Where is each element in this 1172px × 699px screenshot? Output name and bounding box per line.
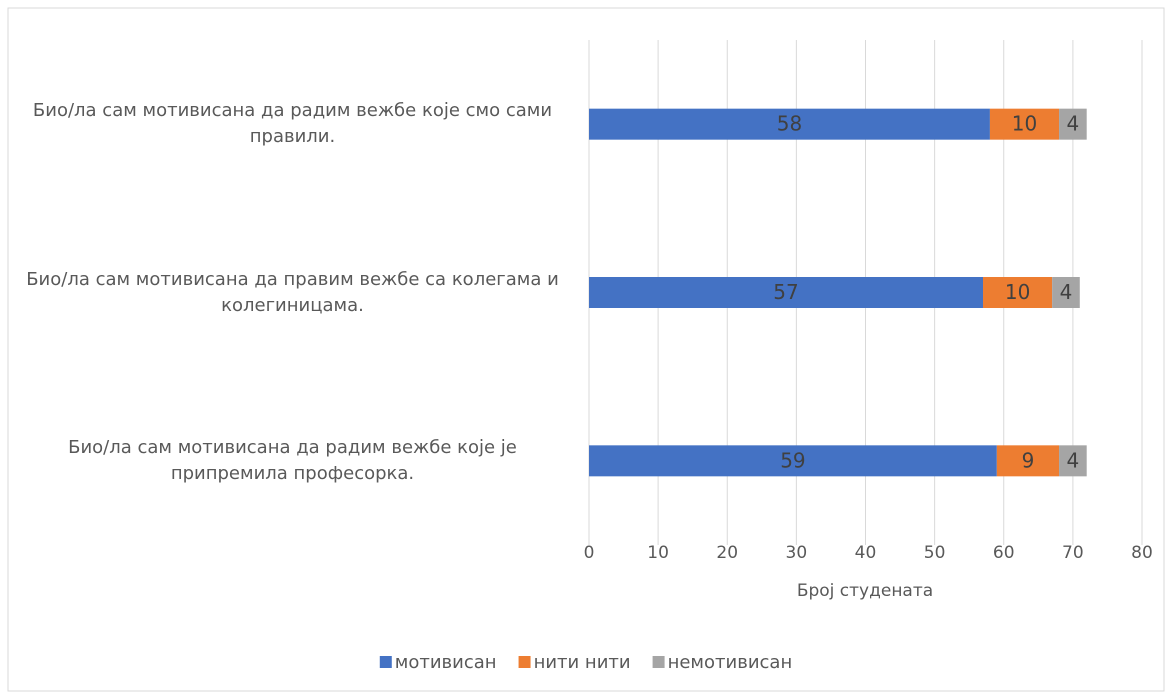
data-label: 4 bbox=[1060, 280, 1073, 304]
bar-segment bbox=[1059, 445, 1087, 477]
category-label-box: Био/ла сам мотивисана да радим вежбе кој… bbox=[68, 436, 517, 484]
legend-label: мотивисан bbox=[395, 652, 497, 673]
bar-segment bbox=[989, 108, 1060, 140]
legend-swatch bbox=[518, 656, 531, 668]
data-label: 10 bbox=[1012, 112, 1037, 136]
bar-segment bbox=[1059, 108, 1087, 140]
category-label-box: Био/ла сам мотивисана да радим вежбе кој… bbox=[32, 100, 553, 148]
x-tick-label: 0 bbox=[584, 543, 595, 563]
x-tick-label: 70 bbox=[1062, 543, 1084, 563]
legend-label: нити нити bbox=[534, 652, 631, 673]
x-tick-label: 60 bbox=[993, 543, 1015, 563]
bar-segment bbox=[1052, 277, 1080, 308]
bar-segment bbox=[996, 445, 1060, 477]
bar-segment bbox=[589, 108, 990, 140]
x-tick-label: 40 bbox=[855, 543, 877, 563]
x-tick-label: 10 bbox=[647, 543, 669, 563]
bar-segment bbox=[983, 277, 1053, 308]
y-tick-label: Био/ла сам мотивисана да радим вежбе кој… bbox=[68, 436, 517, 484]
bar-segment bbox=[589, 445, 997, 477]
y-tick-label: Био/ла сам мотивисана да радим вежбе кој… bbox=[32, 100, 553, 148]
data-label: 4 bbox=[1067, 112, 1080, 136]
x-tick-label: 80 bbox=[1131, 543, 1153, 563]
data-label: 9 bbox=[1022, 448, 1035, 472]
x-tick-label: 30 bbox=[786, 543, 808, 563]
category-label-box: Био/ла сам мотивисана да правим вежбе са… bbox=[26, 268, 559, 316]
data-label: 57 bbox=[773, 280, 798, 304]
data-label: 58 bbox=[777, 112, 802, 136]
y-tick-label: Био/ла сам мотивисана да правим вежбе са… bbox=[26, 268, 559, 316]
x-tick-label: 50 bbox=[924, 543, 946, 563]
legend-swatch bbox=[379, 656, 392, 668]
bar-segment bbox=[589, 277, 984, 308]
legend: мотивисан нити нити немотивисан bbox=[379, 652, 793, 673]
data-label: 10 bbox=[1005, 280, 1030, 304]
x-tick-label: 20 bbox=[716, 543, 738, 563]
data-label: 59 bbox=[780, 448, 805, 472]
data-label: 4 bbox=[1067, 448, 1080, 472]
legend-label: немотивисан bbox=[668, 652, 793, 673]
x-axis-title: Број студената bbox=[797, 581, 933, 601]
legend-swatch bbox=[652, 656, 665, 668]
